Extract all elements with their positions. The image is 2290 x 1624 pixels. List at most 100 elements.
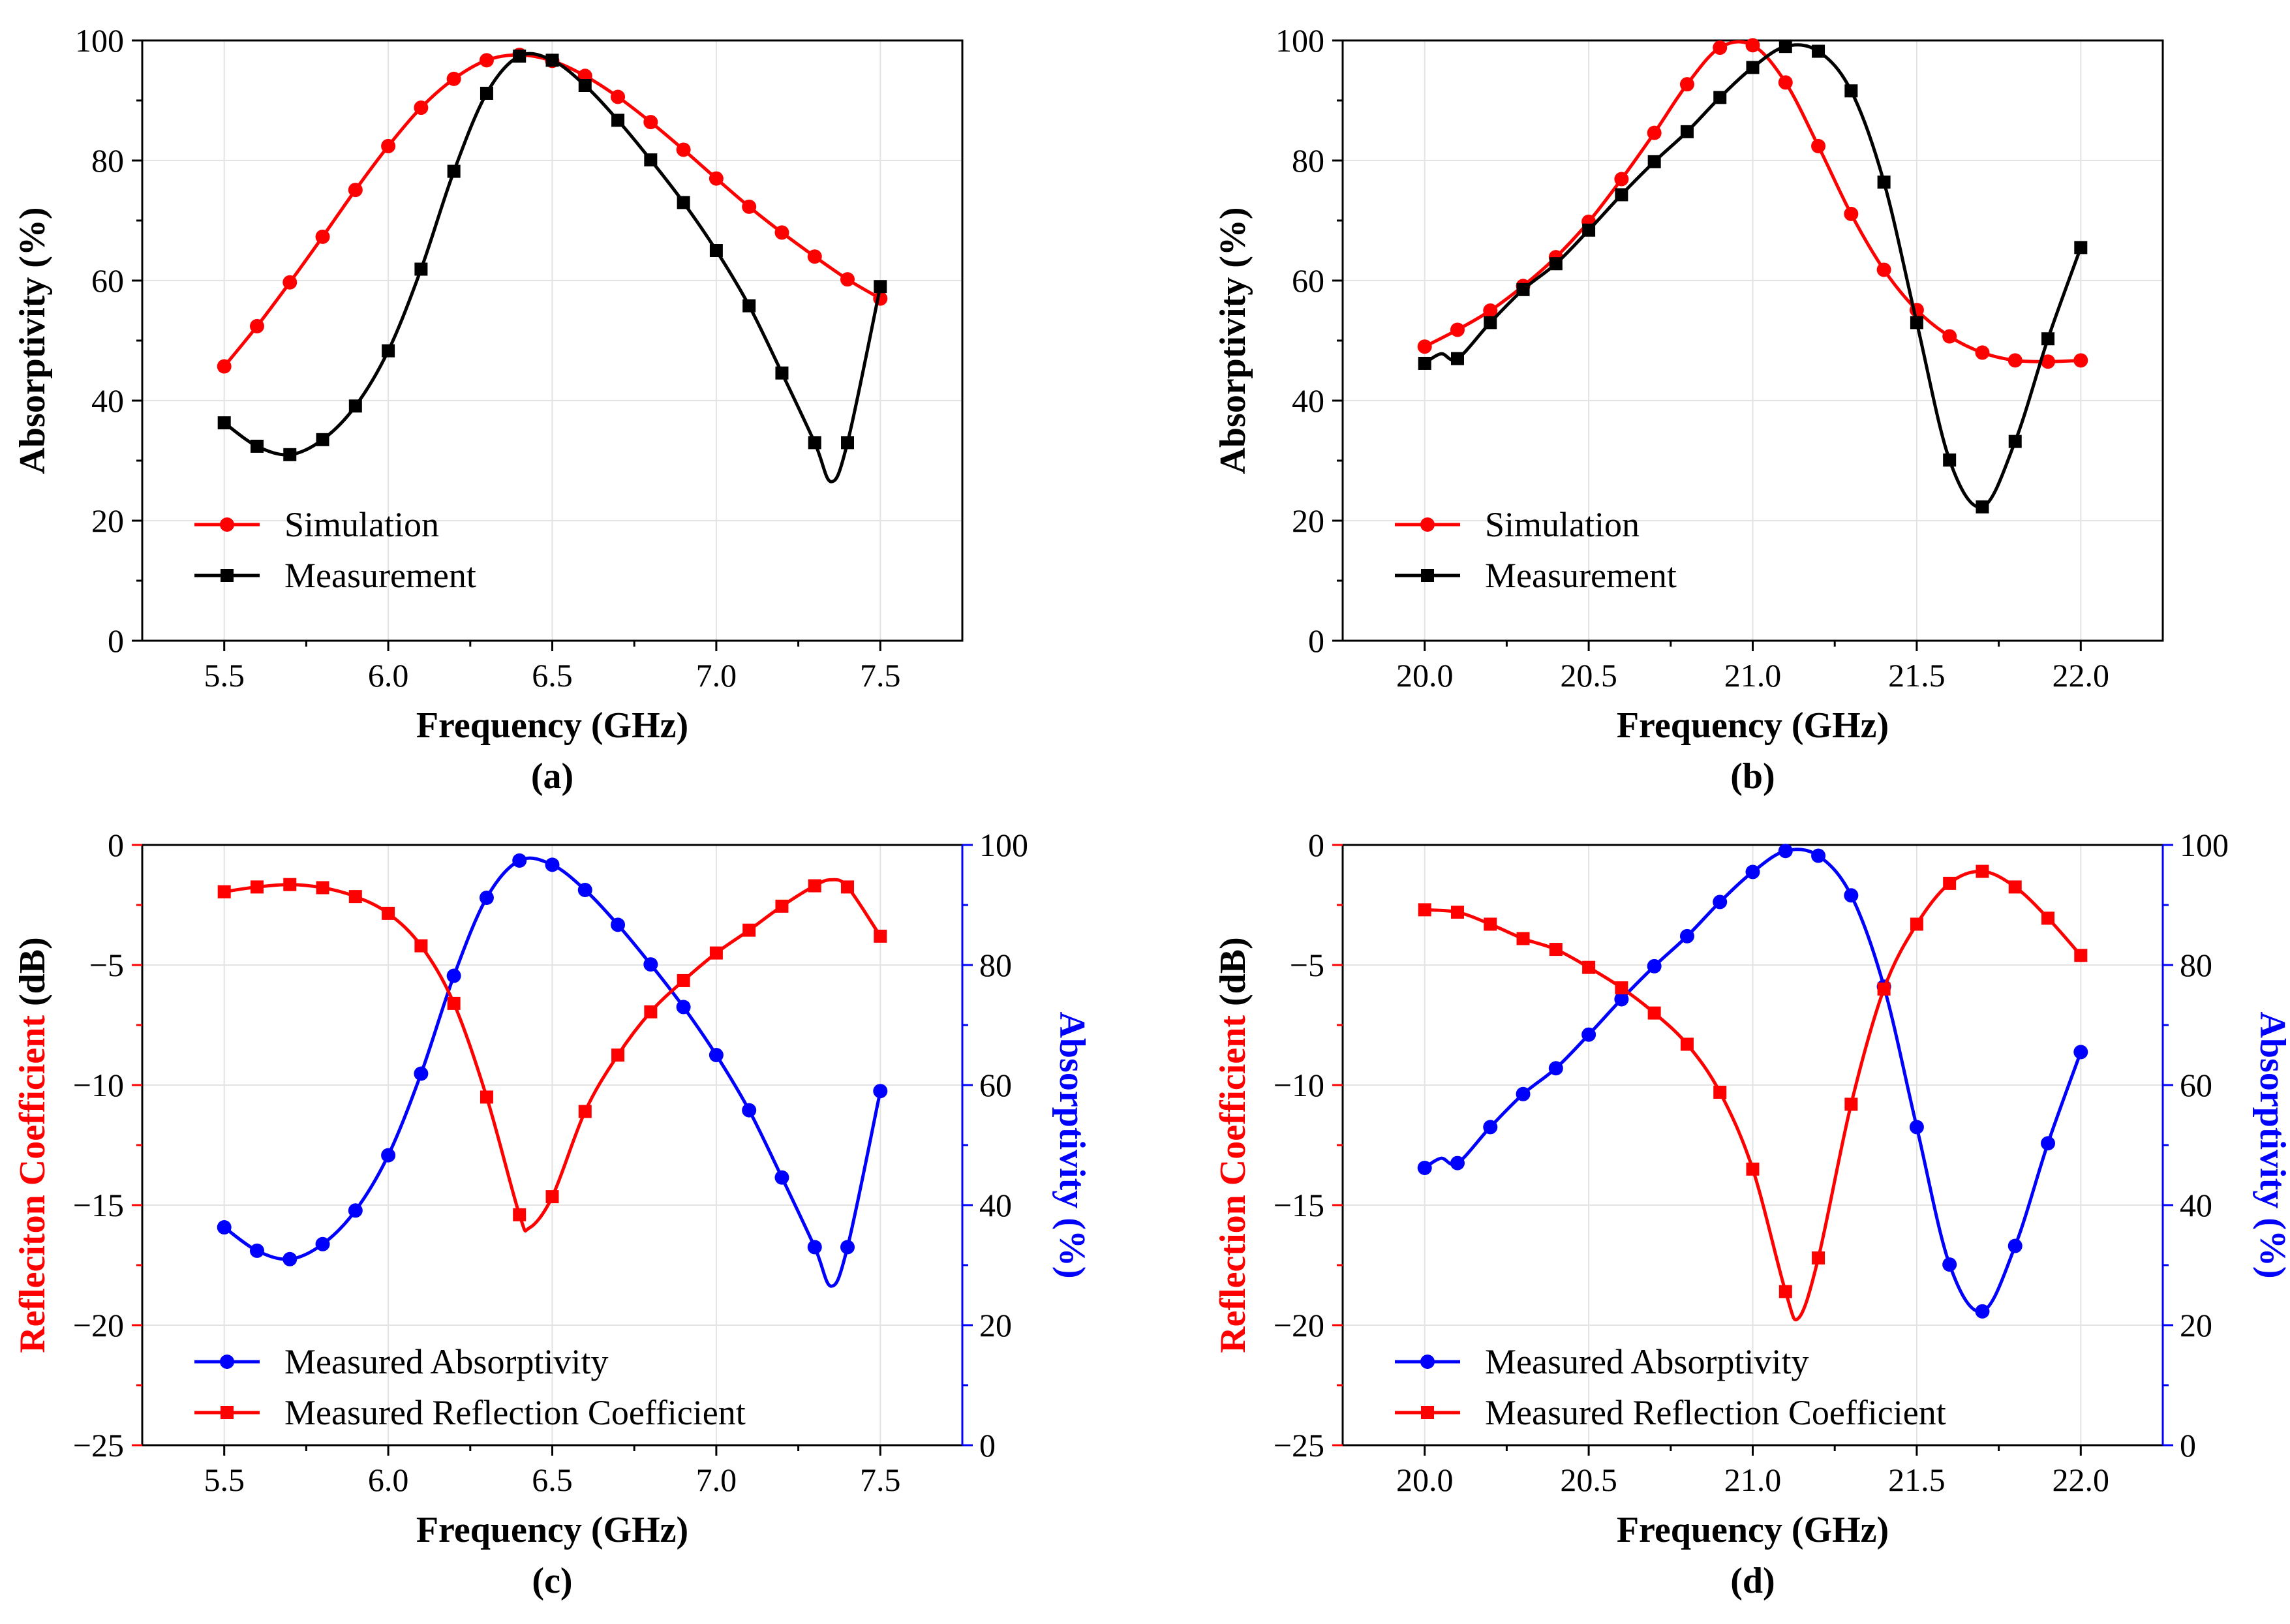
- data-point: [1844, 888, 1859, 903]
- data-point: [1680, 125, 1694, 138]
- data-point: [611, 917, 626, 932]
- legend-swatch-marker: [220, 1355, 234, 1369]
- data-point: [282, 275, 298, 290]
- legend-label: Measurement: [1485, 556, 1677, 595]
- data-point: [1779, 40, 1792, 54]
- data-point: [315, 1236, 330, 1251]
- data-point: [283, 878, 297, 891]
- data-point: [348, 183, 363, 198]
- series-measured-reflection-coefficient: [217, 878, 887, 1233]
- x-tick-label: 21.0: [1724, 657, 1782, 694]
- y-right-tick-label: 20: [2180, 1307, 2212, 1343]
- data-point: [1483, 303, 1498, 318]
- data-point: [611, 89, 626, 104]
- data-point: [512, 853, 527, 868]
- legend-swatch-marker: [221, 569, 234, 582]
- panel-caption: (a): [531, 756, 573, 797]
- x-axis-label: Frequency (GHz): [1617, 1510, 1889, 1550]
- x-tick-label: 7.0: [696, 657, 737, 694]
- data-point: [742, 299, 756, 313]
- data-point: [1844, 206, 1859, 221]
- data-point: [1450, 906, 1464, 919]
- y-tick-label: −15: [1274, 1187, 1324, 1223]
- y-tick-label: 60: [91, 262, 124, 299]
- data-point: [578, 1105, 592, 1118]
- data-point: [545, 1190, 559, 1204]
- data-point: [578, 79, 592, 92]
- y-right-axis-label: Absorptivity (%): [2252, 1011, 2290, 1278]
- data-point: [874, 280, 887, 294]
- data-point: [1812, 1251, 1825, 1264]
- data-point: [249, 318, 264, 333]
- data-point: [1976, 865, 1989, 878]
- y-tick-label: −20: [73, 1307, 124, 1343]
- data-point: [709, 946, 723, 960]
- y-right-tick-label: 100: [979, 827, 1028, 863]
- data-point: [1975, 345, 1990, 360]
- data-point: [250, 439, 264, 453]
- data-point: [348, 890, 362, 904]
- data-point: [2041, 1136, 2056, 1151]
- data-point: [1615, 981, 1628, 994]
- legend-label: Measured Reflection Coefficient: [1485, 1393, 1946, 1432]
- data-point: [2008, 1238, 2023, 1253]
- data-point: [414, 100, 429, 115]
- data-point: [1450, 352, 1464, 365]
- data-point: [742, 199, 757, 214]
- data-point: [1418, 903, 1431, 917]
- data-point: [1713, 91, 1727, 104]
- y-tick-label: −15: [73, 1187, 124, 1223]
- data-point: [1746, 1162, 1760, 1176]
- x-tick-label: 20.5: [1560, 1462, 1617, 1498]
- data-point: [1484, 917, 1497, 931]
- data-point: [709, 171, 724, 186]
- data-point: [1942, 329, 1957, 344]
- y-right-tick-label: 20: [979, 1307, 1012, 1343]
- chart-panel-a: 5.5 6.0 6.5 7.0 7.5 0 20 40 60 80 100 Frequency (GH…: [12, 22, 964, 797]
- y-tick-label: −25: [73, 1427, 124, 1463]
- legend-label: Measurement: [284, 556, 476, 595]
- data-point: [1647, 125, 1662, 140]
- x-tick-label: 21.5: [1888, 1462, 1946, 1498]
- x-tick-label: 21.0: [1724, 1462, 1782, 1498]
- y-tick-label: 0: [1308, 622, 1324, 659]
- y-right-axis-label-part: (%): [1052, 1208, 1092, 1278]
- data-point: [644, 153, 658, 167]
- data-point: [2074, 241, 2088, 254]
- data-point: [807, 249, 822, 264]
- data-point: [1975, 1304, 1990, 1319]
- data-point: [2041, 354, 2056, 369]
- legend-label: Measured Reflection Coefficient: [284, 1393, 746, 1432]
- y-tick-label: −25: [1274, 1427, 1324, 1463]
- legend-swatch-marker: [221, 1406, 234, 1419]
- data-point: [611, 1049, 625, 1062]
- data-point: [1745, 865, 1760, 880]
- y-axis-label: Absorptivity (%): [1213, 207, 1253, 474]
- data-point: [1516, 1086, 1531, 1101]
- data-point: [808, 436, 821, 450]
- data-point: [513, 49, 527, 63]
- y-tick-label: −20: [1274, 1307, 1324, 1343]
- data-point: [2008, 435, 2022, 448]
- data-point: [874, 929, 887, 943]
- y-right-tick-label: 0: [979, 1427, 996, 1463]
- data-point: [1713, 1086, 1727, 1099]
- data-point: [250, 880, 264, 894]
- data-point: [1943, 453, 1957, 467]
- data-point: [677, 973, 690, 987]
- y-right-tick-label: 60: [979, 1067, 1012, 1103]
- y-tick-label: 0: [1308, 827, 1324, 863]
- data-point: [1647, 1006, 1661, 1020]
- legend: Measured Absorptivity Measured Reflection…: [194, 1342, 746, 1432]
- x-tick-label: 7.5: [860, 657, 901, 694]
- data-point: [545, 54, 559, 67]
- series-measured-absorptivity: [217, 853, 888, 1288]
- data-point: [249, 1243, 264, 1258]
- x-tick-label: 20.0: [1396, 657, 1454, 694]
- data-point: [1877, 982, 1891, 996]
- y-axis-label-part: Refleciton Coefficient: [12, 1015, 53, 1353]
- y-tick-label: 20: [91, 502, 124, 539]
- chart-panel-d: 20.0 20.5 21.0 21.5 22.0 −25 −20 −15 −10 −5 0 0 20 40…: [1213, 827, 2290, 1601]
- legend-swatch-marker: [1420, 517, 1435, 532]
